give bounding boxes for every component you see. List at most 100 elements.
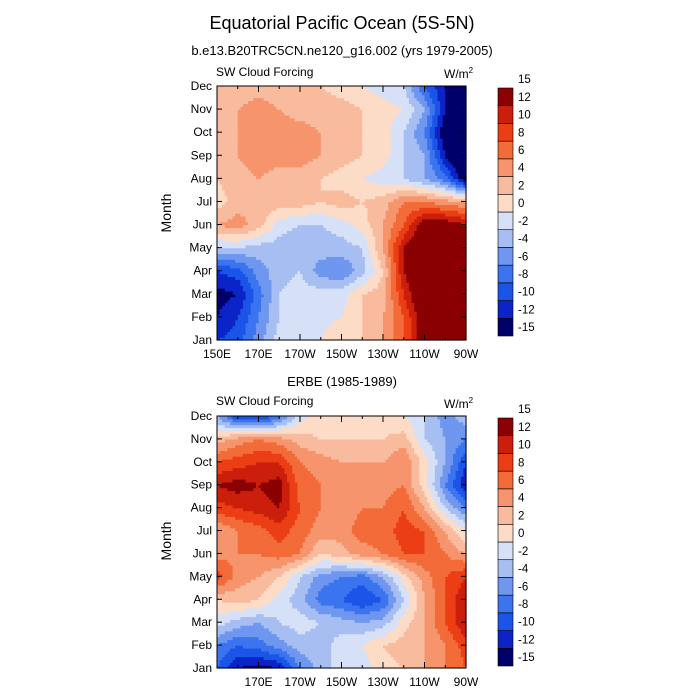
heatmap-cell: [351, 331, 356, 335]
heatmap-cell: [427, 316, 431, 321]
heatmap-cell: [266, 334, 270, 338]
heatmap-cell: [434, 325, 439, 330]
heatmap-cell: [274, 325, 278, 330]
heatmap-cell: [294, 334, 298, 338]
heatmap-cell: [258, 319, 262, 324]
heatmap-cell: [416, 337, 420, 341]
heatmap-cell: [458, 322, 462, 327]
heatmap-cell: [325, 325, 330, 330]
heatmap-cell: [235, 314, 239, 318]
heatmap-cell: [463, 311, 467, 315]
heatmap-cell: [248, 337, 252, 341]
heatmap-cell: [237, 337, 241, 341]
heatmap-cell: [437, 325, 441, 330]
heatmap-cell: [315, 331, 319, 335]
heatmap-cell: [406, 331, 410, 335]
heatmap-cell: [325, 311, 330, 315]
heatmap-cell: [289, 331, 293, 335]
heatmap-cell: [302, 308, 306, 312]
heatmap-cell: [351, 316, 356, 321]
heatmap-cell: [364, 311, 369, 315]
heatmap-cell: [411, 314, 415, 318]
heatmap-cell: [300, 325, 304, 330]
heatmap-cell: [380, 334, 384, 338]
heatmap-cell: [258, 331, 262, 335]
heatmap-cell: [263, 322, 267, 327]
heatmap-cell: [432, 322, 436, 327]
heatmap-cell: [333, 328, 337, 332]
heatmap-cell: [344, 334, 348, 338]
heatmap-cell: [447, 311, 452, 315]
heatmap-cell: [460, 316, 464, 321]
heatmap-cell: [440, 322, 444, 327]
heatmap-cell: [232, 325, 236, 330]
heatmap-cell: [341, 311, 345, 315]
heatmap-cell: [266, 328, 270, 332]
heatmap-cell: [310, 322, 314, 327]
heatmap-cell: [235, 331, 239, 335]
heatmap-cell: [432, 319, 436, 324]
heatmap-cell: [235, 316, 239, 321]
heatmap-cell: [453, 319, 457, 324]
heatmap-cell: [383, 334, 387, 338]
heatmap-cell: [401, 316, 405, 321]
heatmap-cell: [307, 337, 311, 341]
heatmap-cell: [401, 331, 405, 335]
heatmap-cell: [240, 322, 244, 327]
heatmap-cell: [242, 334, 247, 338]
heatmap-cell: [258, 314, 262, 318]
heatmap-cell: [421, 331, 426, 335]
heatmap-cell: [414, 314, 418, 318]
heatmap-cell: [315, 316, 319, 321]
heatmap-cell: [401, 334, 405, 338]
heatmap-cell: [240, 331, 244, 335]
heatmap-cell: [305, 328, 309, 332]
heatmap-cell: [248, 314, 252, 318]
heatmap-cell: [440, 337, 444, 341]
heatmap-cell: [344, 325, 348, 330]
heatmap-cell: [372, 325, 376, 330]
heatmap-cell: [224, 331, 228, 335]
heatmap-cell: [367, 319, 371, 324]
heatmap-cell: [253, 334, 257, 338]
heatmap-cell: [229, 308, 234, 312]
heatmap-cell: [458, 319, 462, 324]
heatmap-cell: [294, 322, 298, 327]
heatmap-cell: [427, 322, 431, 327]
heatmap-cell: [460, 325, 464, 330]
heatmap-cell: [447, 334, 452, 338]
heatmap-cell: [419, 311, 423, 315]
heatmap-cell: [354, 325, 358, 330]
heatmap-cell: [367, 328, 371, 332]
heatmap-cell: [411, 311, 415, 315]
heatmap-cell: [398, 325, 402, 330]
heatmap-cell: [351, 308, 356, 312]
heatmap-cell: [372, 322, 376, 327]
heatmap-cell: [398, 322, 402, 327]
heatmap-cell: [424, 337, 428, 341]
heatmap-cell: [318, 328, 322, 332]
heatmap-cell: [442, 322, 446, 327]
heatmap-cell: [310, 334, 314, 338]
heatmap-cell: [367, 314, 371, 318]
heatmap-cell: [305, 334, 309, 338]
heatmap-cell: [377, 314, 381, 318]
heatmap-cell: [393, 328, 397, 332]
heatmap-cell: [222, 311, 226, 315]
heatmap-cell: [398, 319, 402, 324]
heatmap-cell: [367, 325, 371, 330]
heatmap-cell: [383, 337, 387, 341]
heatmap-cell: [406, 319, 410, 324]
heatmap-cell: [440, 328, 444, 332]
heatmap-cell: [370, 308, 374, 312]
heatmap-cell: [279, 316, 283, 321]
heatmap-cell: [331, 311, 335, 315]
heatmap-cell: [336, 311, 340, 315]
heatmap-cell: [341, 322, 345, 327]
heatmap-cell: [401, 328, 405, 332]
heatmap-cell: [460, 331, 464, 335]
heatmap-cell: [240, 316, 244, 321]
heatmap-cell: [250, 316, 254, 321]
heatmap-cell: [279, 325, 283, 330]
heatmap-cell: [344, 311, 348, 315]
